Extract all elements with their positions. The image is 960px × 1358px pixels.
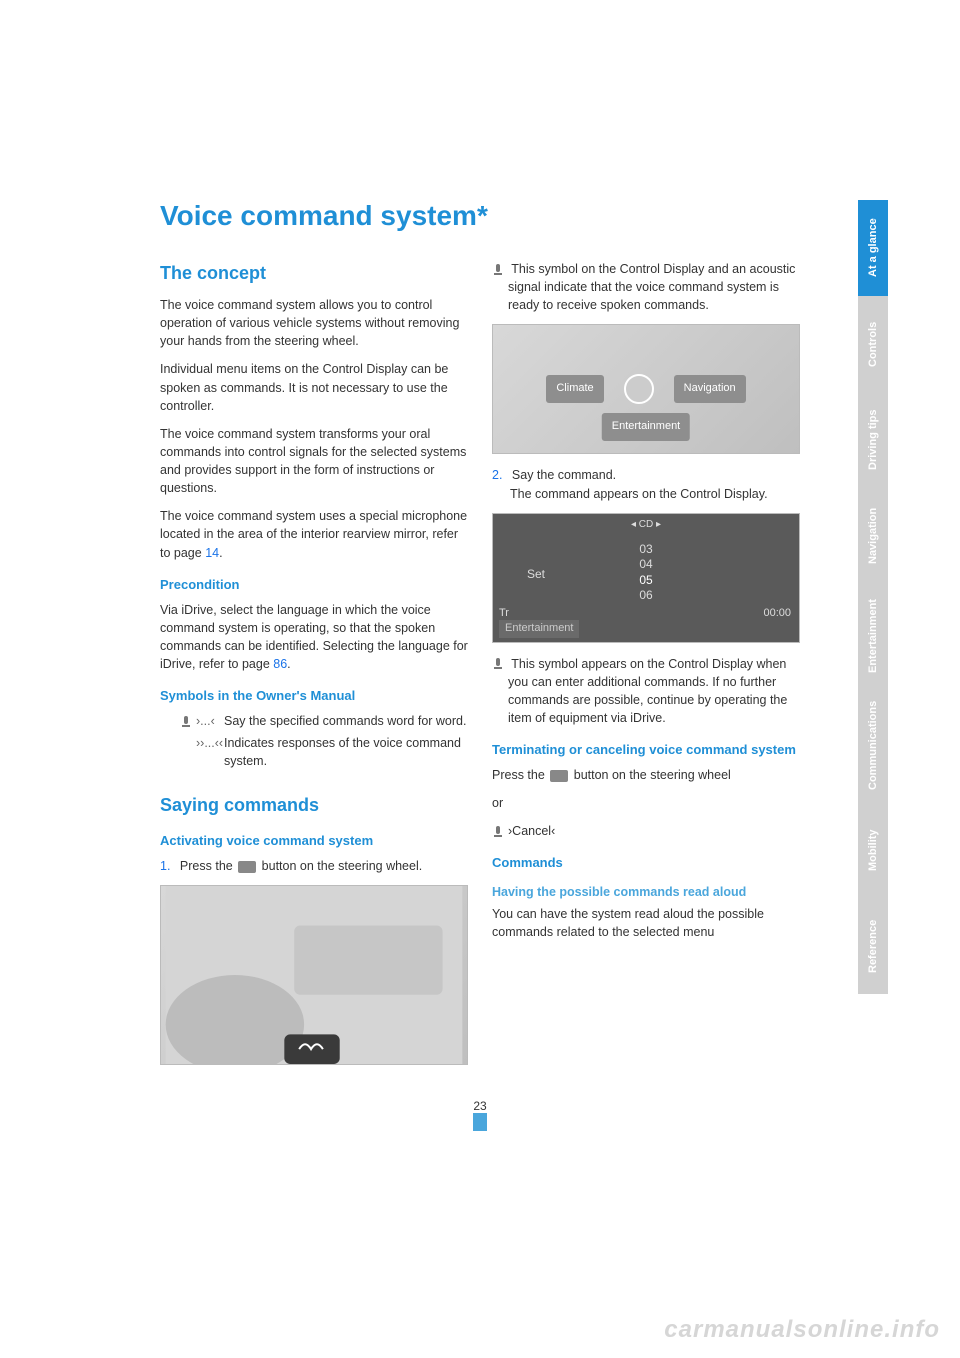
section-tab[interactable]: Driving tips xyxy=(858,392,888,488)
watermark: carmanualsonline.info xyxy=(664,1316,940,1344)
symbol-marker: ›...‹ xyxy=(196,712,224,730)
symbol-list: ›...‹ Say the specified commands word fo… xyxy=(160,712,468,770)
cd-entertainment-label: Entertainment xyxy=(499,620,579,638)
cd-display-image: ◂ CD ▸ 03 04 05 06 Set Tr 00:00 Entertai… xyxy=(492,513,800,643)
cd-set-label: Set xyxy=(527,566,545,583)
text: Via iDrive, select the language in which… xyxy=(160,603,468,671)
idrive-menu-image: Climate Navigation Entertainment xyxy=(492,324,800,454)
page-marker xyxy=(473,1113,487,1131)
text: This symbol on the Control Display and a… xyxy=(508,262,795,312)
symbol-desc: Say the specified commands word for word… xyxy=(224,712,466,730)
text: Press the xyxy=(492,768,548,782)
text: . xyxy=(287,657,290,671)
left-column: The concept The voice command system all… xyxy=(160,260,468,1077)
heading-activating: Activating voice command system xyxy=(160,832,468,851)
section-tab[interactable]: Navigation xyxy=(858,488,888,584)
two-column-layout: The concept The voice command system all… xyxy=(160,260,800,1077)
symbol-marker: ››...‹‹ xyxy=(196,734,224,770)
idrive-center-icon xyxy=(624,374,654,404)
paragraph: ›Cancel‹ xyxy=(492,822,800,840)
page-title: Voice command system* xyxy=(160,200,800,232)
text: The command appears on the Control Displ… xyxy=(510,485,768,503)
step: 2. Say the command. The command appears … xyxy=(492,466,800,502)
section-tab[interactable]: At a glance xyxy=(858,200,888,296)
paragraph: This symbol on the Control Display and a… xyxy=(492,260,800,314)
paragraph: The voice command system allows you to c… xyxy=(160,296,468,350)
page-content: Voice command system* The concept The vo… xyxy=(160,200,800,1077)
section-tab[interactable]: Reference xyxy=(858,898,888,994)
section-tab[interactable]: Communications xyxy=(858,688,888,802)
paragraph: or xyxy=(492,794,800,812)
paragraph: The voice command system transforms your… xyxy=(160,425,468,498)
paragraph: Press the button on the steering wheel xyxy=(492,766,800,784)
text: Press the xyxy=(180,859,236,873)
heading-possible-commands: Having the possible commands read aloud xyxy=(492,883,800,901)
symbol-desc: Indicates responses of the voice command… xyxy=(224,734,468,770)
heading-commands: Commands xyxy=(492,854,800,873)
idrive-entertainment: Entertainment xyxy=(602,413,690,441)
right-column: This symbol on the Control Display and a… xyxy=(492,260,800,1077)
cd-header: ◂ CD ▸ xyxy=(493,518,799,533)
step-number: 2. xyxy=(492,468,502,482)
heading-precondition: Precondition xyxy=(160,576,468,595)
text: button on the steering wheel. xyxy=(258,859,422,873)
step: 1. Press the button on the steering whee… xyxy=(160,857,468,875)
paragraph: Via iDrive, select the language in which… xyxy=(160,601,468,674)
heading-symbols: Symbols in the Owner's Manual xyxy=(160,687,468,706)
idrive-navigation: Navigation xyxy=(674,375,746,403)
section-tab[interactable]: Entertainment xyxy=(858,584,888,688)
page-ref-link[interactable]: 14 xyxy=(205,546,219,560)
paragraph: This symbol appears on the Control Displ… xyxy=(492,655,800,728)
illustration xyxy=(161,886,467,1064)
list-item: ››...‹‹ Indicates responses of the voice… xyxy=(180,734,468,770)
page-number: 23 xyxy=(473,1099,486,1113)
idrive-climate: Climate xyxy=(546,375,603,403)
section-tab[interactable]: Mobility xyxy=(858,802,888,898)
cd-time: 00:00 xyxy=(763,606,791,622)
paragraph: You can have the system read aloud the p… xyxy=(492,905,800,941)
step-number: 1. xyxy=(160,859,170,873)
text: Say the command. xyxy=(512,468,616,482)
cancel-command: ›Cancel‹ xyxy=(508,824,555,838)
text: button on the steering wheel xyxy=(570,768,731,782)
voice-button-icon xyxy=(238,861,256,873)
cd-track-num: 03 xyxy=(493,542,799,558)
steering-wheel-image xyxy=(160,885,468,1065)
page-ref-link[interactable]: 86 xyxy=(273,657,287,671)
cd-track-num: 06 xyxy=(493,588,799,604)
mic-icon xyxy=(492,826,504,838)
list-item: ›...‹ Say the specified commands word fo… xyxy=(180,712,468,730)
section-tabs: At a glanceControlsDriving tipsNavigatio… xyxy=(858,200,888,994)
heading-concept: The concept xyxy=(160,260,468,286)
heading-terminating: Terminating or canceling voice command s… xyxy=(492,741,800,760)
mic-icon xyxy=(492,658,504,670)
voice-button-icon xyxy=(550,770,568,782)
text: . xyxy=(219,546,222,560)
mic-icon xyxy=(492,264,504,276)
mic-icon xyxy=(180,712,196,730)
heading-saying-commands: Saying commands xyxy=(160,792,468,818)
section-tab[interactable]: Controls xyxy=(858,296,888,392)
text: This symbol appears on the Control Displ… xyxy=(508,657,787,725)
paragraph: The voice command system uses a special … xyxy=(160,507,468,561)
paragraph: Individual menu items on the Control Dis… xyxy=(160,360,468,414)
